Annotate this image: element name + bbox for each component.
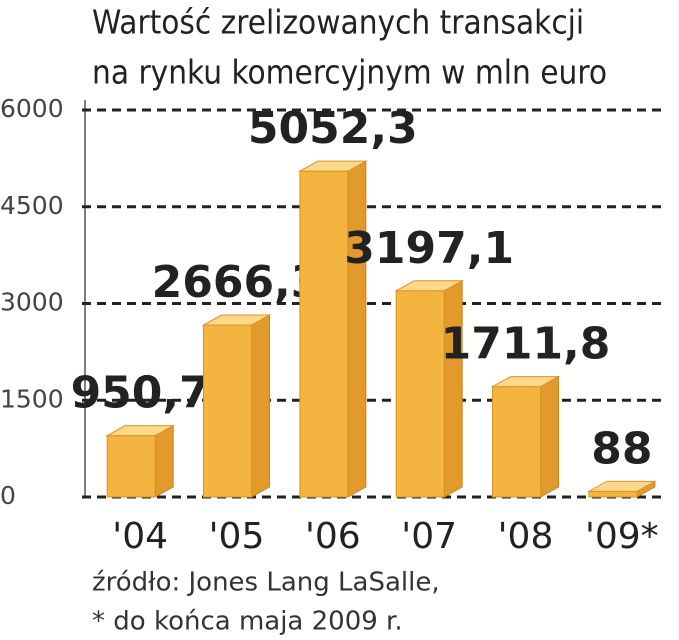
value-label: 5052,3 [248, 103, 418, 154]
y-tick-label: 4500 [0, 191, 64, 220]
y-tick-label: 0 [0, 481, 16, 510]
bar [106, 435, 156, 498]
value-label: 1711,8 [441, 319, 611, 370]
x-tick-label: '06 [305, 516, 361, 557]
value-label: 3197,1 [344, 223, 514, 274]
x-tick-label: '08 [498, 516, 554, 557]
value-label: 88 [591, 423, 652, 474]
bar-top [201, 314, 272, 326]
value-label: 950,7 [71, 368, 210, 419]
bar-top [297, 160, 368, 172]
x-tick-label: '07 [401, 516, 457, 557]
chart-title: na rynku komercyjnym w mln euro [92, 53, 607, 92]
bar-top [105, 425, 176, 437]
bar-side [251, 314, 270, 498]
source: źródło: Jones Lang LaSalle, [92, 568, 440, 598]
bar-side [154, 424, 174, 498]
bar-top [490, 376, 561, 388]
y-tick-label: 1500 [0, 384, 64, 413]
bar [299, 170, 349, 498]
chart-title: Wartość zrelizowanych transakcji [92, 3, 584, 42]
x-tick-label: '04 [112, 516, 168, 557]
value-label: 2666,3 [152, 257, 322, 308]
bar [492, 386, 541, 498]
y-tick-label: 6000 [0, 94, 64, 123]
bar [395, 290, 445, 498]
source: * do końca maja 2009 r. [92, 607, 403, 637]
bar [588, 490, 638, 498]
bar-side [347, 160, 367, 498]
bar-side [443, 279, 463, 498]
x-tick-label: '05 [209, 516, 265, 557]
y-tick-label: 3000 [0, 288, 64, 317]
x-tick-label: '09* [585, 516, 659, 557]
bar-top [394, 280, 465, 292]
bar [203, 324, 252, 498]
bar-side [540, 375, 559, 498]
bar-top [586, 480, 657, 492]
